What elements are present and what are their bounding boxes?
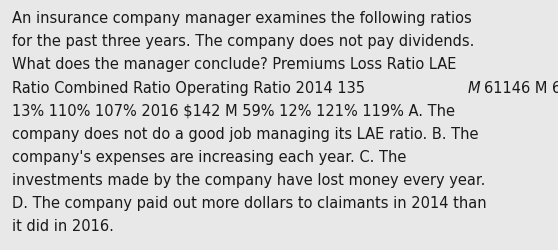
Text: D. The company paid out more dollars to claimants in 2014 than: D. The company paid out more dollars to …: [12, 195, 487, 210]
Text: for the past three years. The company does not pay dividends.: for the past three years. The company do…: [12, 34, 475, 49]
Text: 13% 110% 107% 2016 $142 M 59% 12% 121% 119% A. The: 13% 110% 107% 2016 $142 M 59% 12% 121% 1…: [12, 103, 455, 118]
Text: it did in 2016.: it did in 2016.: [12, 218, 114, 233]
Text: investments made by the company have lost money every year.: investments made by the company have los…: [12, 172, 485, 187]
Text: M: M: [468, 80, 480, 95]
Text: Ratio Combined Ratio Operating Ratio 2014 135: Ratio Combined Ratio Operating Ratio 201…: [12, 80, 365, 95]
Text: 61146 M 67%: 61146 M 67%: [484, 80, 558, 95]
Text: company's expenses are increasing each year. C. The: company's expenses are increasing each y…: [12, 149, 407, 164]
Text: company does not do a good job managing its LAE ratio. B. The: company does not do a good job managing …: [12, 126, 479, 141]
Text: What does the manager conclude? Premiums Loss Ratio LAE: What does the manager conclude? Premiums…: [12, 57, 456, 72]
Text: An insurance company manager examines the following ratios: An insurance company manager examines th…: [12, 11, 472, 26]
